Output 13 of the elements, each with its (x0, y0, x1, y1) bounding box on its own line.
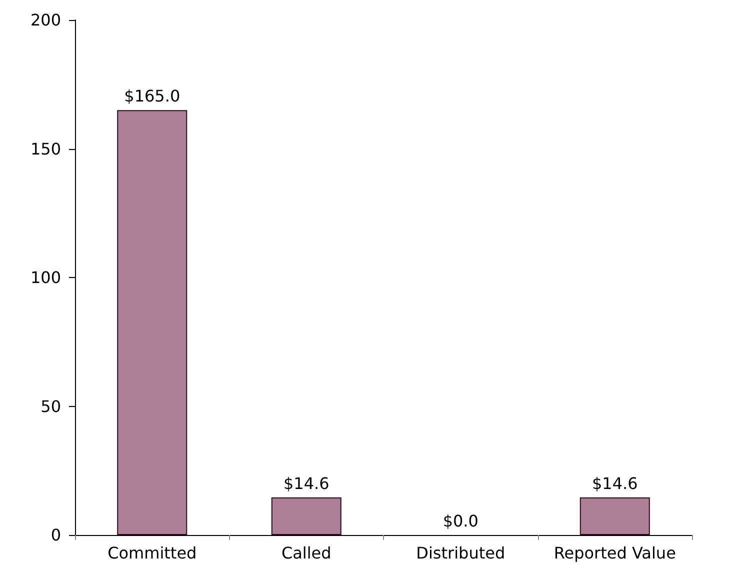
y-tick-label: 0 (50, 526, 61, 544)
data-label: $165.0 (124, 86, 180, 106)
x-tick-label: Called (281, 544, 332, 562)
x-tick-label: Committed (108, 544, 197, 562)
y-tick-label: 50 (40, 396, 61, 416)
x-tick-label: Reported Value (554, 544, 676, 562)
y-tick-label: 100 (30, 268, 61, 287)
y-tick-label: 150 (30, 139, 61, 158)
y-tick-label: 200 (30, 10, 61, 30)
x-tick-label: Distributed (416, 544, 506, 562)
data-label: $14.6 (283, 474, 330, 493)
data-label: $14.6 (592, 474, 638, 493)
data-label: $0.0 (442, 512, 478, 530)
